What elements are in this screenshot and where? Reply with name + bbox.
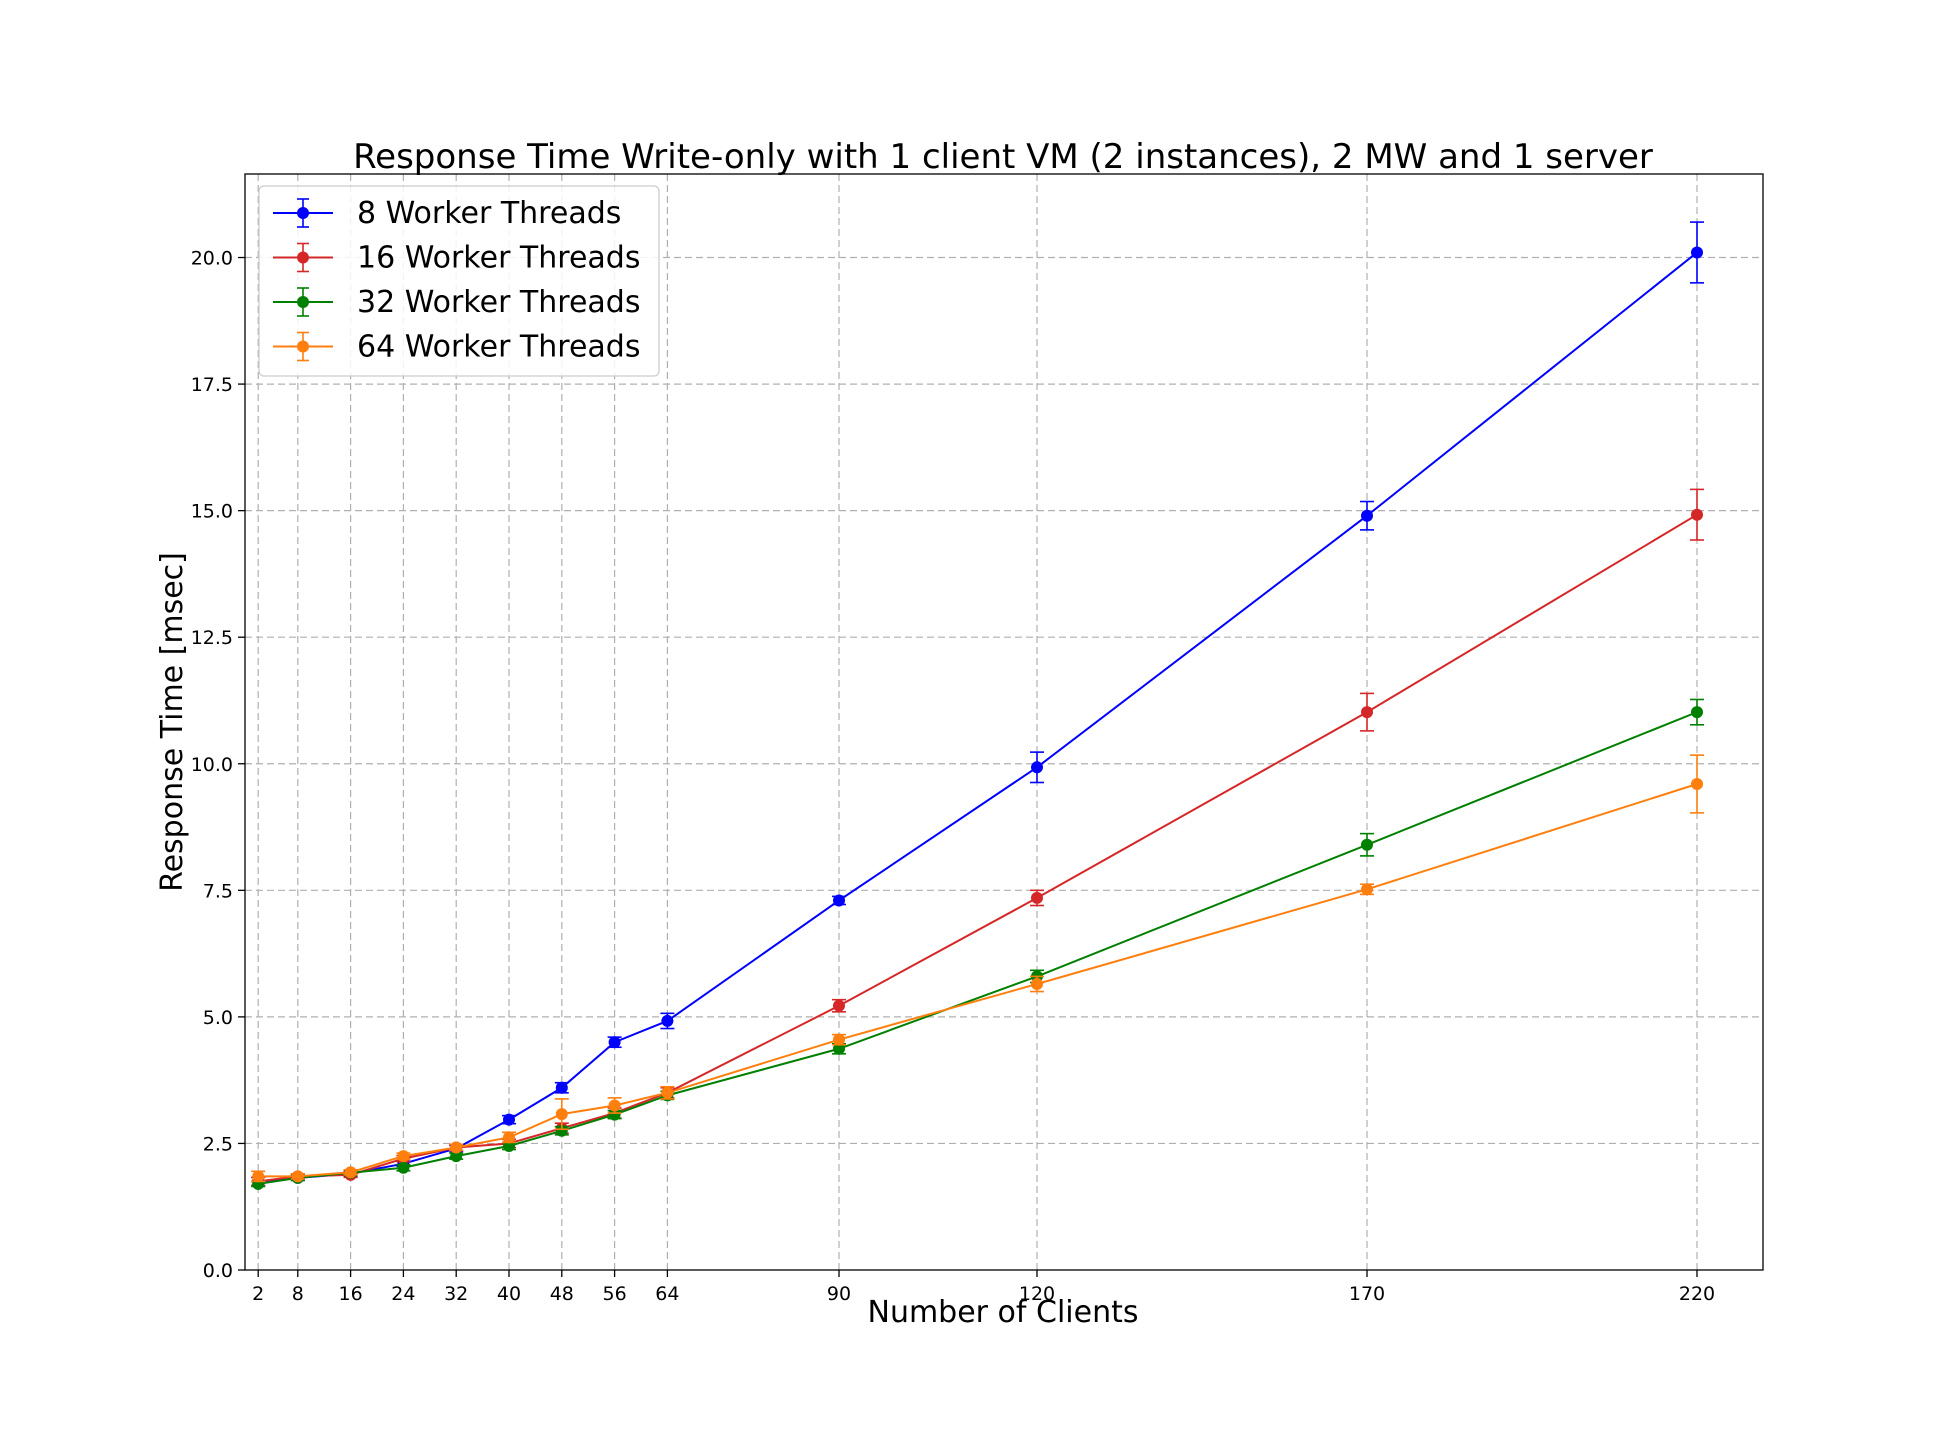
- data-point: [1691, 246, 1703, 259]
- data-point: [1361, 883, 1373, 896]
- legend-label: 16 Worker Threads: [357, 241, 640, 276]
- data-point: [450, 1141, 463, 1154]
- data-point: [1031, 977, 1043, 990]
- data-point: [503, 1113, 515, 1126]
- y-tick-label: 12.5: [191, 627, 233, 649]
- legend-box: [258, 185, 660, 377]
- x-axis-label: Number of Clients: [868, 1295, 1139, 1330]
- data-point: [608, 1099, 621, 1112]
- x-tick-label: 16: [339, 1283, 363, 1305]
- data-point: [397, 1161, 410, 1174]
- data-point: [1691, 778, 1703, 791]
- data-point: [503, 1131, 515, 1144]
- data-point: [833, 1033, 845, 1046]
- data-point: [397, 1150, 410, 1163]
- data-point: [1361, 509, 1373, 522]
- x-tick-label: 48: [550, 1283, 574, 1305]
- x-tick-label: 120: [1019, 1283, 1055, 1305]
- legend-label: 32 Worker Threads: [357, 285, 640, 320]
- x-tick-label: 64: [655, 1283, 679, 1305]
- y-axis-label: Response Time [msec]: [155, 552, 190, 892]
- series-line: [258, 513, 1698, 1183]
- data-point: [608, 1108, 621, 1121]
- legend-item: 64 Worker Threads: [273, 330, 640, 365]
- series-line: [258, 783, 1698, 1178]
- x-tick-label: 8: [292, 1283, 304, 1305]
- y-tick-label: 0.0: [203, 1260, 233, 1282]
- y-tick-label: 17.5: [191, 374, 233, 396]
- x-tick-label: 220: [1679, 1283, 1715, 1305]
- x-tick-label: 90: [827, 1283, 851, 1305]
- y-tick-label: 7.5: [203, 880, 233, 902]
- data-point: [555, 1081, 568, 1094]
- series-line: [258, 711, 1698, 1185]
- legend-marker: [297, 251, 309, 264]
- y-tick-label: 2.5: [203, 1133, 233, 1155]
- legend: 8 Worker Threads 16 Worker Threads 32 Work…: [258, 185, 660, 377]
- plot-frame: [244, 173, 1764, 1271]
- series-3: [251, 698, 1704, 1190]
- x-tick-label: 56: [603, 1283, 627, 1305]
- data-point: [661, 1086, 674, 1099]
- data-point: [450, 1150, 463, 1163]
- x-tick-label: 2: [252, 1283, 264, 1305]
- x-tick-label: 24: [391, 1283, 415, 1305]
- x-tick-label: 40: [497, 1283, 521, 1305]
- data-point: [1691, 706, 1703, 719]
- legend-item: 16 Worker Threads: [273, 241, 640, 276]
- data-point: [608, 1036, 621, 1049]
- tick-layer: 2 8 16 24 32 40 48 56 64 90 120 170 220 0.0 2.5 5.0 7.5 1…: [191, 248, 1715, 1305]
- chart-title: Response Time Write-only with 1 client V…: [353, 137, 1653, 177]
- series-2: [251, 488, 1704, 1188]
- legend-marker: [297, 207, 309, 219]
- data-point: [344, 1166, 357, 1179]
- x-tick-label: 170: [1349, 1283, 1385, 1305]
- legend-marker: [297, 340, 309, 353]
- data-point: [833, 1042, 845, 1055]
- data-point: [555, 1108, 568, 1121]
- data-point: [833, 999, 845, 1012]
- grid-layer: [245, 174, 1763, 1270]
- data-point: [833, 894, 845, 907]
- legend-item: 8 Worker Threads: [273, 196, 621, 231]
- data-point: [291, 1170, 304, 1183]
- legend-marker: [297, 296, 309, 308]
- data-point: [555, 1124, 568, 1137]
- data-point: [1361, 838, 1373, 851]
- series-4: [251, 754, 1704, 1183]
- series-layer: [251, 221, 1704, 1190]
- data-point: [1361, 706, 1373, 719]
- y-tick-label: 15.0: [191, 501, 233, 523]
- legend-label: 64 Worker Threads: [357, 330, 640, 365]
- series-line: [258, 251, 1698, 1183]
- y-tick-label: 5.0: [203, 1007, 233, 1029]
- y-tick-label: 10.0: [191, 754, 233, 776]
- data-point: [1031, 891, 1043, 904]
- y-tick-label: 20.0: [191, 248, 233, 270]
- data-point: [661, 1014, 674, 1027]
- data-point: [1031, 761, 1043, 774]
- x-tick-label: 32: [444, 1283, 468, 1305]
- legend-label: 8 Worker Threads: [357, 196, 621, 231]
- data-point: [1691, 508, 1703, 521]
- legend-item: 32 Worker Threads: [273, 285, 640, 320]
- data-point: [252, 1170, 265, 1183]
